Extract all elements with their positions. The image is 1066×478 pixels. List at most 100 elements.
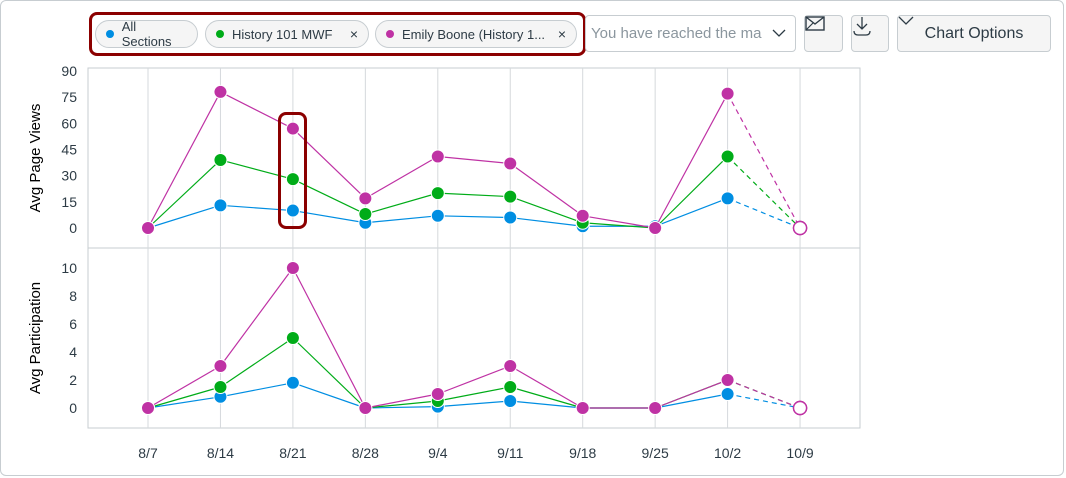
data-point[interactable] <box>503 359 518 373</box>
data-point[interactable] <box>503 189 518 204</box>
data-point[interactable] <box>285 203 300 218</box>
y-tick-label: 90 <box>61 63 77 79</box>
data-point[interactable] <box>285 375 300 390</box>
download-icon <box>853 17 871 36</box>
data-point[interactable] <box>213 359 228 373</box>
series-line-segment <box>219 267 294 367</box>
series-line-segment <box>147 386 221 409</box>
series-line-segment <box>365 215 438 224</box>
download-button[interactable] <box>851 15 889 52</box>
data-point[interactable] <box>503 380 518 394</box>
data-point[interactable] <box>358 207 373 222</box>
data-point[interactable] <box>285 331 300 345</box>
series-line-segment <box>437 192 511 198</box>
remove-icon[interactable]: × <box>349 26 358 42</box>
data-point[interactable] <box>648 221 663 235</box>
x-tick-label: 8/28 <box>352 445 379 461</box>
data-point[interactable] <box>285 121 300 136</box>
data-point[interactable] <box>141 401 155 415</box>
data-point[interactable] <box>720 86 735 101</box>
data-point[interactable] <box>430 186 445 201</box>
series-line-segment <box>147 204 221 229</box>
data-point[interactable] <box>720 387 735 401</box>
series-line-segment <box>654 379 728 409</box>
series-line-segment <box>654 156 729 229</box>
x-tick-label: 9/4 <box>428 445 448 461</box>
data-point[interactable] <box>213 152 228 167</box>
data-point[interactable] <box>792 400 808 416</box>
series-line-segment <box>582 222 656 229</box>
data-point[interactable] <box>575 401 590 415</box>
series-line-segment <box>365 192 438 215</box>
series-line-segment <box>437 155 511 165</box>
remove-icon[interactable]: × <box>557 26 566 42</box>
x-tick-label: 10/9 <box>786 445 813 461</box>
data-point[interactable] <box>141 221 155 235</box>
y-tick-label: 30 <box>61 168 77 184</box>
data-point[interactable] <box>358 191 373 206</box>
data-point[interactable] <box>430 149 445 164</box>
series-line-segment <box>292 267 366 409</box>
series-line-segment <box>582 215 656 229</box>
y-tick-label: 10 <box>61 260 77 276</box>
data-point[interactable] <box>648 401 663 415</box>
x-tick-label: 8/14 <box>207 445 234 461</box>
series-line-segment <box>510 196 583 224</box>
filter-label: Emily Boone (History 1... <box>402 26 546 42</box>
series-line-segment <box>147 396 221 409</box>
filter-emily-boone[interactable]: Emily Boone (History 1... × <box>375 20 577 48</box>
series-line-segment <box>727 197 801 229</box>
mail-button[interactable] <box>804 15 843 52</box>
series-line-segment <box>509 162 584 217</box>
x-tick-label: 9/11 <box>497 445 523 461</box>
series-line-segment <box>365 400 438 409</box>
data-point[interactable] <box>285 261 300 275</box>
chevron-down-icon <box>772 29 786 37</box>
filter-all-sections[interactable]: All Sections <box>95 19 198 49</box>
data-point[interactable] <box>430 208 445 223</box>
series-line-segment <box>727 93 801 229</box>
filter-label: History 101 MWF <box>232 26 333 42</box>
series-line-segment <box>727 379 801 409</box>
data-point[interactable] <box>720 373 735 387</box>
y-axis-label: Avg Participation <box>27 282 44 394</box>
chart-options-label: Chart Options <box>924 24 1024 42</box>
highlight-8-21 <box>278 112 307 229</box>
data-point[interactable] <box>575 208 590 223</box>
series-line-segment <box>655 393 728 409</box>
chart-options-button[interactable]: Chart Options <box>897 15 1051 52</box>
y-tick-label: 8 <box>69 288 77 304</box>
x-tick-label: 8/7 <box>138 445 158 461</box>
search-input[interactable]: You have reached the ma <box>585 15 796 52</box>
data-point[interactable] <box>213 380 228 394</box>
filter-label: All Sections <box>121 19 172 49</box>
data-point[interactable] <box>213 84 228 99</box>
y-tick-label: 45 <box>61 142 77 158</box>
series-line-segment <box>147 91 221 229</box>
data-point[interactable] <box>503 210 518 225</box>
series-line-segment <box>437 386 511 402</box>
data-point[interactable] <box>720 149 735 164</box>
series-line-segment <box>727 156 801 229</box>
data-point[interactable] <box>503 394 518 408</box>
y-axis-label: Avg Page Views <box>27 104 44 213</box>
data-point[interactable] <box>430 387 445 401</box>
data-point[interactable] <box>285 172 300 187</box>
data-point[interactable] <box>213 198 228 213</box>
series-line-segment <box>365 155 439 199</box>
data-point[interactable] <box>503 156 518 171</box>
y-tick-label: 15 <box>61 194 77 210</box>
series-line-segment <box>437 365 511 395</box>
data-point[interactable] <box>720 191 735 206</box>
chevron-down-icon <box>898 16 914 25</box>
data-point[interactable] <box>358 401 373 415</box>
series-line-segment <box>654 197 728 227</box>
x-tick-label: 9/18 <box>569 445 596 461</box>
series-line-segment <box>365 406 438 409</box>
y-tick-label: 0 <box>69 220 77 236</box>
filter-history-101[interactable]: History 101 MWF × <box>205 20 369 48</box>
series-line-segment <box>292 382 366 409</box>
data-point[interactable] <box>792 220 808 236</box>
